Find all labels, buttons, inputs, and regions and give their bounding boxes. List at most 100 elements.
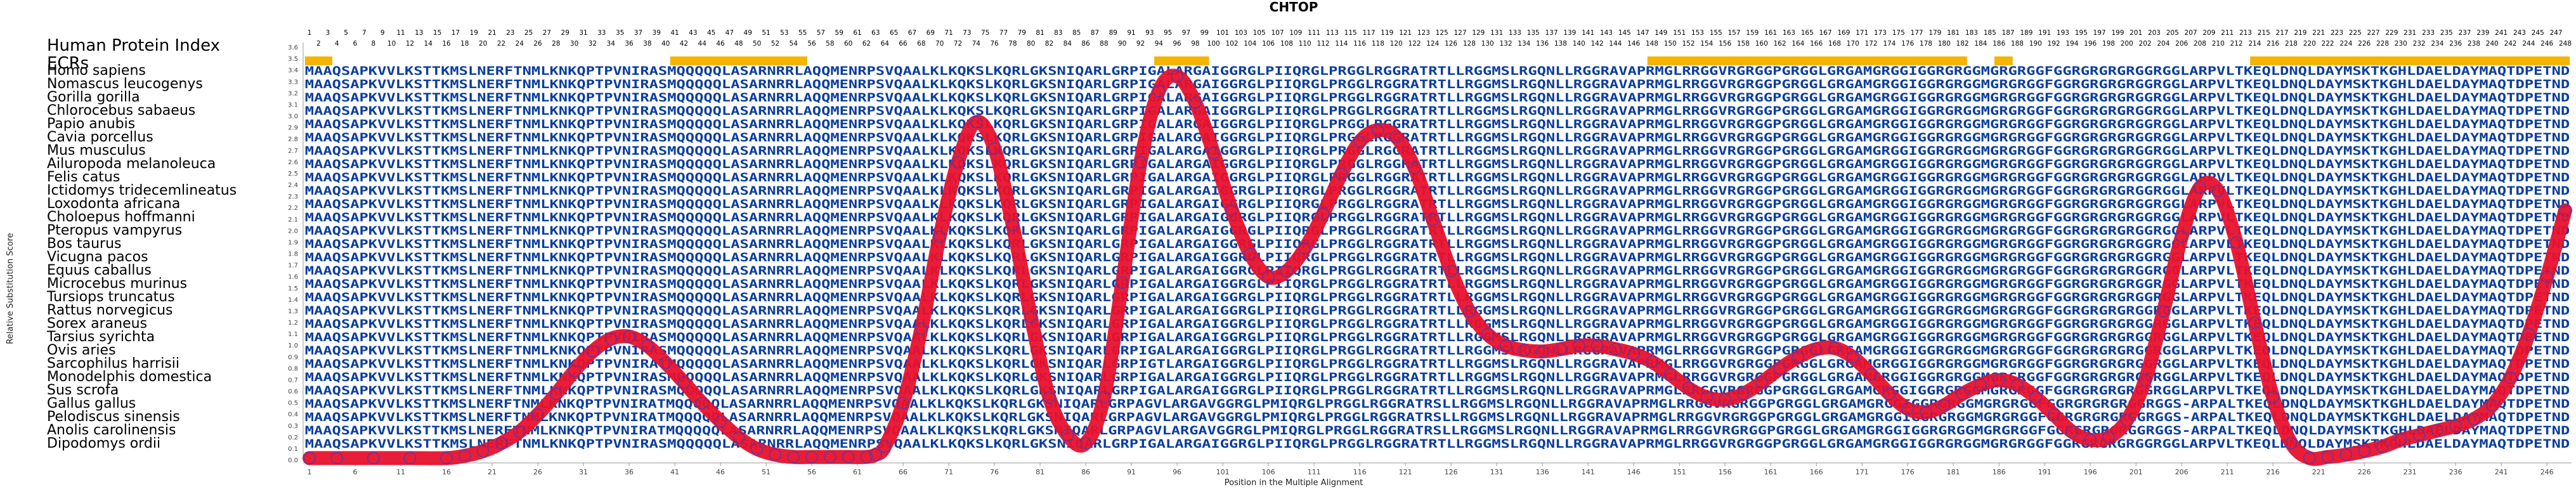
x-tick-label: 221 bbox=[2312, 468, 2326, 476]
position-number: 46 bbox=[716, 40, 725, 48]
position-number: 87 bbox=[1091, 29, 1099, 37]
position-number: 132 bbox=[1499, 40, 1512, 48]
position-number: 242 bbox=[2504, 40, 2517, 48]
series-point bbox=[330, 452, 343, 465]
position-number: 172 bbox=[1865, 40, 1878, 48]
series-point bbox=[1098, 391, 1110, 404]
position-number: 100 bbox=[1207, 40, 1220, 48]
series-point bbox=[403, 452, 417, 465]
human-protein-index-label: Human Protein Index bbox=[47, 36, 220, 55]
x-tick-label: 1 bbox=[308, 468, 312, 476]
position-number: 146 bbox=[1627, 40, 1640, 48]
series-point bbox=[2230, 236, 2243, 249]
y-tick-label: 1.6 bbox=[288, 274, 298, 281]
series-point bbox=[1518, 344, 1531, 357]
position-number: 81 bbox=[1036, 29, 1044, 37]
series-point bbox=[1389, 131, 1403, 143]
position-number: 218 bbox=[2285, 40, 2298, 48]
position-number: 165 bbox=[1801, 29, 1814, 37]
series-point bbox=[1719, 393, 1731, 406]
series-point bbox=[1646, 355, 1658, 368]
series-point bbox=[915, 322, 928, 335]
position-number: 107 bbox=[1271, 29, 1284, 37]
species-label: Sarcophilus harrisii bbox=[47, 356, 179, 372]
x-tick-label: 46 bbox=[716, 468, 725, 476]
x-tick-label: 126 bbox=[1445, 468, 1458, 476]
position-number: 61 bbox=[853, 29, 861, 37]
series-point bbox=[2559, 204, 2572, 217]
position-number: 67 bbox=[908, 29, 916, 37]
position-number: 156 bbox=[1719, 40, 1731, 48]
position-number: 208 bbox=[2194, 40, 2206, 48]
series-point bbox=[1499, 339, 1512, 352]
alignment-row: MAAQSAPKVVLKSTTKMSLNERFTNMLKNKQPTPVNIRAT… bbox=[305, 398, 2570, 411]
x-tick-label: 96 bbox=[1173, 468, 1181, 476]
series-point bbox=[1006, 219, 1019, 231]
x-tick-label: 151 bbox=[1673, 468, 1686, 476]
position-number: 193 bbox=[2057, 29, 2069, 37]
position-number: 197 bbox=[2093, 29, 2106, 37]
series-point bbox=[842, 450, 855, 464]
y-tick-label: 2.4 bbox=[288, 182, 298, 189]
position-number: 168 bbox=[1828, 40, 1841, 48]
position-number: 190 bbox=[2029, 40, 2042, 48]
position-number: 79 bbox=[1018, 29, 1026, 37]
position-number: 220 bbox=[2303, 40, 2316, 48]
position-number: 66 bbox=[899, 40, 907, 48]
series-point bbox=[1207, 146, 1220, 160]
series-point bbox=[1189, 96, 1202, 109]
alignment-row: MAAQSAPKVVLKSTTKMSLNERFTNMLKNKQPTPVNIRAS… bbox=[305, 331, 2570, 344]
series-point bbox=[1225, 204, 1239, 217]
position-number: 32 bbox=[589, 40, 597, 48]
position-number: 157 bbox=[1728, 29, 1741, 37]
position-number: 169 bbox=[1837, 29, 1850, 37]
position-number: 153 bbox=[1691, 29, 1704, 37]
position-number: 219 bbox=[2294, 29, 2306, 37]
series-point bbox=[586, 345, 599, 358]
series-point bbox=[1079, 437, 1092, 450]
position-number: 91 bbox=[1127, 29, 1135, 37]
position-number: 204 bbox=[2157, 40, 2169, 48]
position-number: 11 bbox=[396, 29, 405, 37]
position-number: 97 bbox=[1182, 29, 1190, 37]
series-point bbox=[1700, 391, 1714, 404]
x-tick-label: 211 bbox=[2221, 468, 2234, 476]
position-number: 149 bbox=[1655, 29, 1667, 37]
position-number: 139 bbox=[1563, 29, 1576, 37]
series-point bbox=[2065, 426, 2079, 438]
series-point bbox=[1171, 70, 1183, 82]
alignment-row: MAAQSAPKVVLKSTTKMSLNERFTNMLKNKQPTPVNIRAS… bbox=[305, 304, 2570, 318]
position-number: 130 bbox=[1481, 40, 1494, 48]
alignment-row: MAAQSAPKVVLKSTTKMSLNERFTNMLKNKQPTPVNIRAS… bbox=[305, 264, 2570, 278]
series-point bbox=[303, 452, 316, 465]
position-number: 162 bbox=[1774, 40, 1786, 48]
position-number: 48 bbox=[734, 40, 743, 48]
species-label: Gallus gallus bbox=[47, 396, 136, 412]
position-number: 77 bbox=[999, 29, 1008, 37]
position-number: 117 bbox=[1362, 29, 1375, 37]
position-number: 30 bbox=[570, 40, 578, 48]
position-number: 178 bbox=[1920, 40, 1932, 48]
x-tick-label: 136 bbox=[1536, 468, 1549, 476]
series-point bbox=[1792, 351, 1805, 363]
species-label: Cavia porcellus bbox=[47, 129, 153, 145]
series-point bbox=[2431, 424, 2444, 437]
y-tick-label: 1.0 bbox=[288, 342, 298, 349]
position-number: 90 bbox=[1118, 40, 1126, 48]
position-number: 209 bbox=[2202, 29, 2215, 37]
series-line bbox=[302, 68, 2572, 466]
series-point bbox=[988, 142, 1001, 155]
series-point bbox=[604, 332, 617, 346]
position-number: 123 bbox=[1417, 29, 1430, 37]
position-number: 28 bbox=[552, 40, 560, 48]
y-tick-label: 3.4 bbox=[288, 67, 298, 74]
position-number: 108 bbox=[1280, 40, 1293, 48]
position-number: 58 bbox=[826, 40, 834, 48]
position-number: 215 bbox=[2258, 29, 2270, 37]
position-number: 175 bbox=[1892, 29, 1905, 37]
position-number: 6 bbox=[353, 40, 358, 48]
position-number: 94 bbox=[1155, 40, 1164, 48]
position-number: 217 bbox=[2276, 29, 2289, 37]
